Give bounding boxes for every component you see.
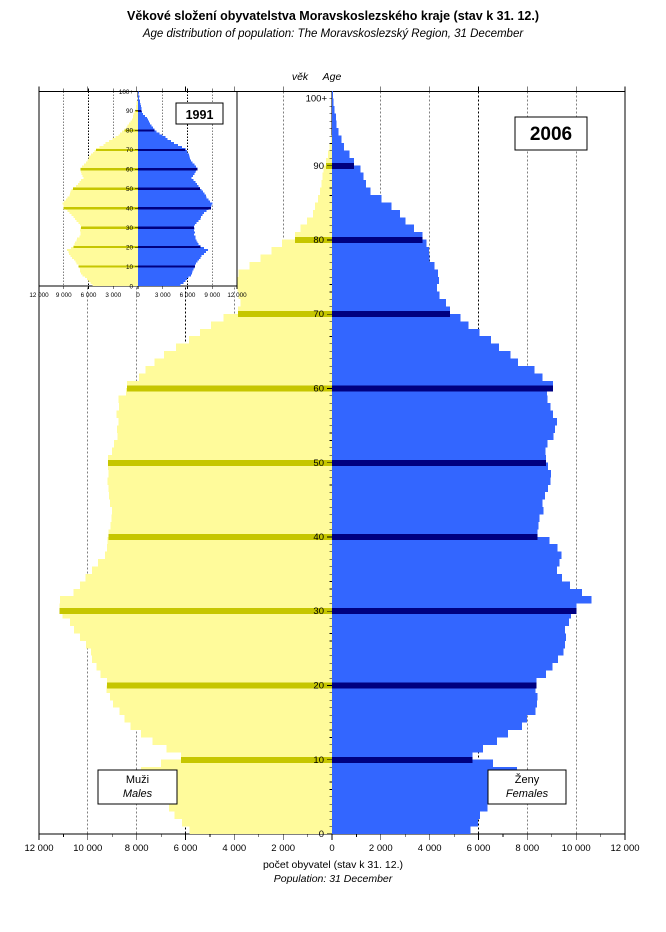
svg-text:3 000: 3 000 — [105, 292, 121, 299]
svg-text:Age: Age — [322, 71, 342, 83]
svg-text:2 000: 2 000 — [369, 843, 393, 854]
svg-text:6 000: 6 000 — [467, 843, 491, 854]
svg-text:30: 30 — [126, 225, 134, 232]
svg-text:4 000: 4 000 — [222, 843, 246, 854]
svg-text:věk: věk — [292, 71, 309, 83]
svg-text:3 000: 3 000 — [155, 292, 171, 299]
svg-text:0: 0 — [136, 292, 140, 299]
svg-text:12 000: 12 000 — [24, 843, 53, 854]
svg-text:50: 50 — [313, 458, 324, 469]
svg-text:2006: 2006 — [530, 124, 572, 145]
svg-text:0: 0 — [129, 283, 133, 290]
svg-text:0: 0 — [329, 843, 334, 854]
svg-text:90: 90 — [126, 108, 134, 115]
svg-text:50: 50 — [126, 186, 134, 193]
svg-text:10: 10 — [126, 264, 134, 271]
svg-text:Females: Females — [506, 788, 549, 800]
svg-text:60: 60 — [313, 384, 324, 395]
svg-text:30: 30 — [313, 606, 324, 617]
svg-text:6 000: 6 000 — [81, 292, 97, 299]
svg-text:70: 70 — [126, 147, 134, 154]
svg-text:10: 10 — [313, 755, 324, 766]
svg-text:80: 80 — [313, 235, 324, 246]
svg-text:Ženy: Ženy — [515, 773, 540, 786]
svg-text:10 000: 10 000 — [562, 843, 591, 854]
svg-text:8 000: 8 000 — [515, 843, 539, 854]
svg-text:Population: 31 December: Population: 31 December — [274, 873, 393, 885]
svg-text:70: 70 — [313, 309, 324, 320]
svg-text:Muži: Muži — [126, 774, 149, 786]
svg-text:6 000: 6 000 — [180, 292, 196, 299]
svg-text:1991: 1991 — [186, 108, 214, 122]
svg-text:12 000: 12 000 — [227, 292, 247, 299]
svg-text:2 000: 2 000 — [271, 843, 295, 854]
svg-text:12 000: 12 000 — [29, 292, 49, 299]
svg-text:40: 40 — [126, 206, 134, 213]
svg-text:60: 60 — [126, 167, 134, 174]
svg-text:20: 20 — [313, 681, 324, 692]
svg-text:10 000: 10 000 — [73, 843, 102, 854]
svg-text:100+: 100+ — [119, 89, 134, 96]
svg-text:0: 0 — [319, 829, 324, 840]
svg-text:Age distribution of population: Age distribution of population: The Mora… — [142, 28, 525, 40]
svg-text:20: 20 — [126, 244, 134, 251]
svg-text:12 000: 12 000 — [610, 843, 639, 854]
svg-text:9 000: 9 000 — [204, 292, 220, 299]
svg-text:Věkové složení obyvatelstva Mo: Věkové složení obyvatelstva Moravskoslez… — [127, 9, 539, 23]
svg-text:90: 90 — [313, 161, 324, 172]
svg-text:Males: Males — [123, 788, 153, 800]
svg-text:8 000: 8 000 — [125, 843, 149, 854]
svg-text:počet obyvatel (stav k 31. 12.: počet obyvatel (stav k 31. 12.) — [263, 859, 403, 871]
svg-text:9 000: 9 000 — [56, 292, 72, 299]
svg-text:80: 80 — [126, 128, 134, 135]
svg-text:4 000: 4 000 — [418, 843, 442, 854]
svg-text:6 000: 6 000 — [174, 843, 198, 854]
svg-text:100+: 100+ — [306, 94, 328, 105]
svg-text:40: 40 — [313, 532, 324, 543]
